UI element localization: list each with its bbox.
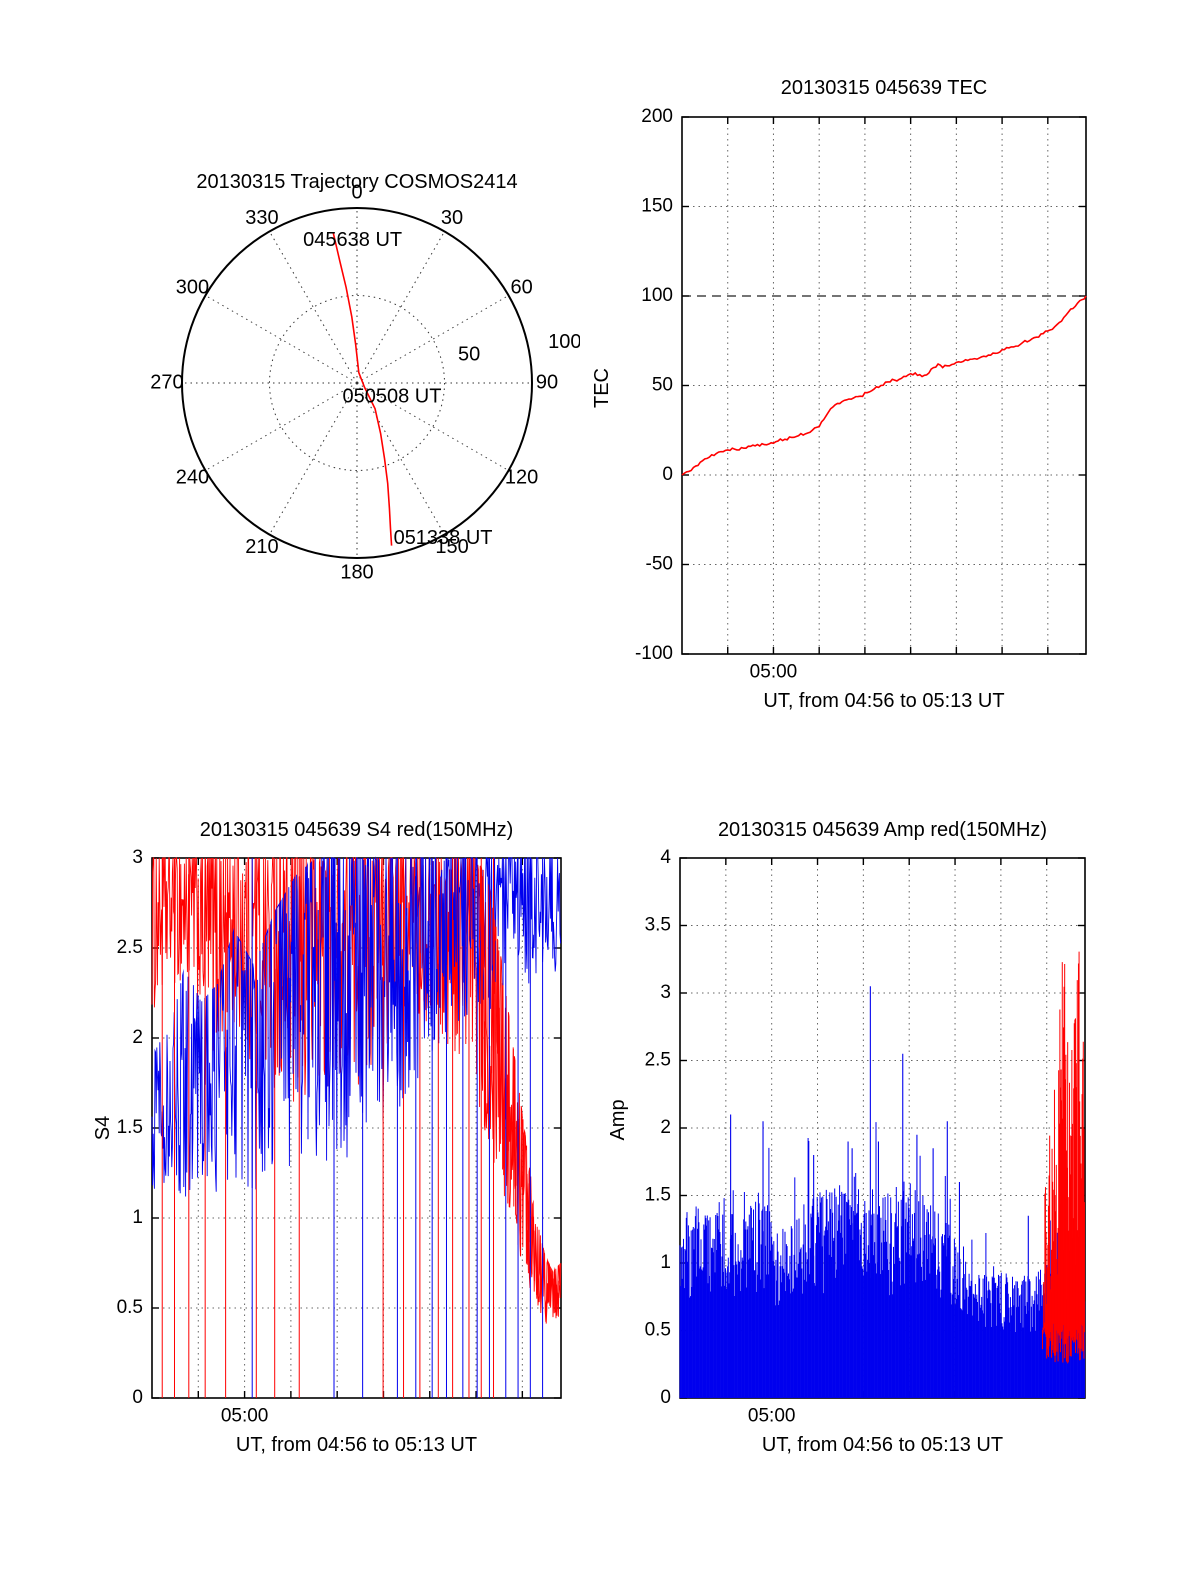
s4-x-axis-label: UT, from 04:56 to 05:13 UT [235, 1434, 478, 1456]
s4-chart: 20130315 045639 S4 red(150MHz) S4 UT, fr… [60, 810, 620, 1510]
amp-chart-title: 20130315 045639 Amp red(150MHz) [717, 819, 1048, 841]
s4-plot-canvas [60, 810, 620, 1510]
tec-plot-canvas [590, 60, 1200, 760]
tec-chart: 20130315 045639 TEC TEC UT, from 04:56 t… [590, 60, 1200, 760]
s4-y-axis-label: S4 [92, 1115, 114, 1141]
polar-chart-title: 20130315 Trajectory COSMOS2414 [196, 171, 518, 193]
tec-x-axis-label: UT, from 04:56 to 05:13 UT [763, 690, 1005, 712]
s4-chart-title: 20130315 045639 S4 red(150MHz) [199, 819, 514, 841]
trajectory-polar-chart: 20130315 Trajectory COSMOS2414 [140, 160, 580, 600]
tec-y-axis-label: TEC [591, 368, 613, 408]
amp-plot-canvas [588, 810, 1200, 1510]
amp-y-axis-label: Amp [607, 1099, 629, 1141]
amp-x-axis-label: UT, from 04:56 to 05:13 UT [761, 1434, 1004, 1456]
amp-chart: 20130315 045639 Amp red(150MHz) Amp UT, … [588, 810, 1200, 1510]
polar-plot-canvas [140, 160, 580, 600]
tec-chart-title: 20130315 045639 TEC [780, 77, 988, 99]
